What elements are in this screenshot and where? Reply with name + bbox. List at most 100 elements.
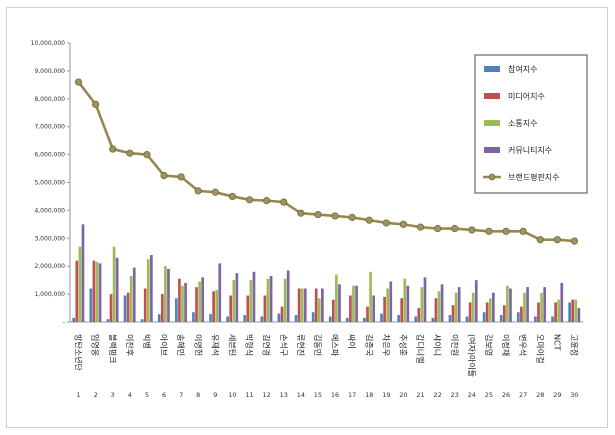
brand-index-point-21 [416, 223, 425, 231]
bar-3-18 [369, 271, 372, 322]
rank-number: 4 [128, 391, 132, 399]
category-name: 김보영 [484, 334, 494, 356]
rank-number: 18 [365, 391, 373, 399]
legend-swatch [484, 147, 500, 153]
rank-number: 1 [76, 391, 80, 399]
bar-2-11 [246, 295, 250, 322]
bar-3-14 [300, 288, 304, 322]
category-name: 블랙핑크 [108, 334, 118, 363]
bar-3-7 [181, 285, 184, 322]
bar-1-18 [363, 317, 366, 322]
brand-index-point-30 [570, 237, 579, 245]
bar-2-13 [280, 306, 284, 322]
brand-index-point-19 [382, 219, 390, 227]
brand-index-point-12 [263, 197, 271, 205]
category-name: 유재석 [210, 334, 220, 356]
rank-number: 26 [502, 391, 510, 399]
bar-4-24 [474, 280, 478, 322]
bar-3-6 [164, 266, 167, 322]
bar-4-1 [81, 224, 85, 322]
brand-index-point-17 [348, 213, 356, 221]
rank-number: 5 [145, 391, 149, 399]
bar-4-28 [543, 287, 547, 323]
y-tick-label: 6,000,000 [34, 152, 65, 159]
bar-4-20 [406, 285, 410, 322]
bar-2-15 [314, 288, 318, 322]
brand-index-point-23 [451, 224, 459, 233]
bar-4-19 [389, 281, 393, 322]
brand-index-point-20 [399, 220, 408, 228]
bar-2-2 [92, 260, 96, 322]
y-tick-label: 7,000,000 [34, 124, 65, 131]
bar-2-8 [195, 287, 198, 323]
bar-2-29 [554, 302, 557, 322]
bar-2-18 [366, 306, 369, 322]
rank-number: 25 [485, 391, 493, 399]
bar-2-10 [229, 295, 233, 322]
bar-3-15 [317, 298, 321, 322]
bar-1-28 [534, 316, 537, 322]
brand-index-point-27 [519, 227, 527, 235]
rank-number: 8 [196, 391, 200, 399]
bar-3-21 [420, 287, 424, 323]
legend-label: 커뮤니티지수 [508, 145, 552, 155]
brand-index-point-3 [109, 145, 117, 153]
bar-3-20 [403, 278, 407, 322]
bar-3-25 [488, 298, 492, 322]
bar-4-17 [355, 285, 358, 322]
bar-2-26 [502, 305, 506, 322]
y-tick-label: 5,000,000 [34, 180, 65, 187]
rank-number: 13 [280, 391, 288, 399]
rank-number: 20 [399, 391, 407, 399]
legend-swatch [484, 120, 500, 126]
category-name: 샤이니 [433, 334, 443, 356]
bar-4-21 [423, 277, 427, 322]
brand-index-point-10 [228, 192, 237, 201]
rank-number: 28 [536, 391, 544, 399]
category-name: 류현진 [296, 334, 306, 356]
brand-index-point-16 [331, 212, 339, 220]
bar-2-7 [178, 278, 181, 322]
category-name: 이찬원 [450, 334, 460, 356]
bar-2-25 [485, 302, 489, 322]
bar-4-12 [269, 275, 273, 322]
bar-1-16 [328, 316, 332, 322]
rank-number: 12 [263, 391, 271, 399]
y-tick-label: 4,000,000 [34, 207, 65, 214]
rank-number: 17 [348, 391, 356, 399]
legend-swatch [484, 66, 500, 72]
bar-4-11 [252, 271, 256, 322]
bar-3-17 [352, 285, 355, 322]
category-name: 추성훈 [398, 334, 408, 356]
bar-1-2 [89, 288, 93, 322]
bar-2-12 [263, 295, 267, 322]
bar-2-19 [383, 296, 386, 322]
bar-3-28 [540, 292, 543, 322]
rank-number: 9 [213, 391, 217, 399]
rank-number: 15 [314, 391, 322, 399]
bar-1-14 [294, 315, 298, 322]
rank-number: 10 [228, 391, 236, 399]
brand-index-point-29 [553, 236, 561, 244]
bar-2-21 [417, 308, 421, 322]
bar-4-7 [184, 282, 187, 322]
bar-2-16 [331, 299, 335, 322]
bar-1-21 [414, 316, 418, 322]
legend-label: 브랜드평판지수 [508, 172, 560, 182]
bar-1-8 [192, 312, 195, 322]
bar-1-29 [551, 316, 554, 322]
legend-line-marker [488, 173, 496, 181]
category-name: 방탄소년단 [74, 334, 84, 371]
rank-number: 23 [451, 391, 459, 399]
bar-2-22 [434, 298, 438, 322]
bar-1-9 [209, 314, 212, 322]
bar-2-1 [75, 260, 79, 322]
bar-3-11 [249, 280, 253, 322]
y-tick-label: 9,000,000 [34, 68, 65, 75]
bar-3-5 [146, 259, 150, 322]
brand-index-point-5 [143, 151, 151, 159]
brand-index-point-2 [92, 100, 100, 108]
bar-3-3 [112, 246, 116, 322]
bar-1-26 [499, 315, 503, 322]
